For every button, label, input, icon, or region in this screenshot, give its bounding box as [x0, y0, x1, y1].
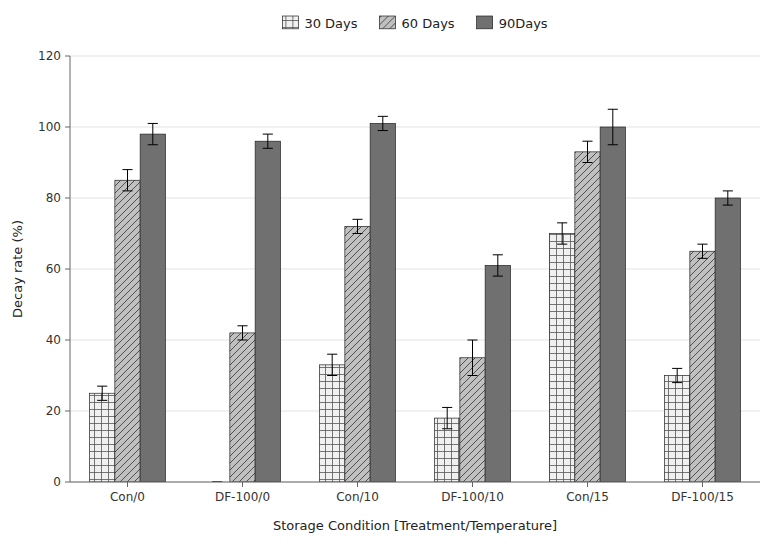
- legend-label: 30 Days: [304, 16, 357, 31]
- y-tick-label: 120: [38, 49, 61, 63]
- error-bar: [263, 134, 273, 148]
- y-tick-label: 0: [53, 475, 61, 489]
- legend-label: 90Days: [499, 16, 548, 31]
- bar: [575, 152, 600, 482]
- y-tick-label: 100: [38, 120, 61, 134]
- x-tick: [357, 482, 358, 487]
- bar: [345, 226, 370, 482]
- grid-line: [70, 269, 760, 270]
- grid-line: [70, 56, 760, 57]
- legend-item: 60 Days: [380, 16, 455, 31]
- y-tick-label: 60: [46, 262, 61, 276]
- error-bar: [493, 255, 503, 276]
- error-bar: [237, 326, 247, 340]
- y-tick: [65, 269, 70, 270]
- bars: [90, 109, 741, 482]
- bar: [715, 198, 740, 482]
- x-tick-label: Con/15: [566, 490, 609, 504]
- legend-swatch: [282, 16, 298, 29]
- error-bar: [148, 123, 158, 144]
- error-bar: [697, 244, 707, 258]
- bar: [115, 180, 140, 482]
- y-axis-label: Decay rate (%): [10, 220, 25, 318]
- x-axis-label: Storage Condition [Treatment/Temperature…: [273, 518, 557, 533]
- x-tick: [472, 482, 473, 487]
- error-bar: [723, 191, 733, 205]
- y-axis-line: [70, 56, 71, 482]
- error-bar: [467, 340, 477, 376]
- legend-label: 60 Days: [402, 16, 455, 31]
- bar: [665, 376, 690, 483]
- bar: [600, 127, 625, 482]
- legend: 30 Days 60 Days 90Days: [282, 16, 547, 31]
- x-tick: [702, 482, 703, 487]
- legend-swatch: [477, 16, 493, 29]
- x-tick-label: DF-100/0: [215, 490, 270, 504]
- error-bar: [442, 407, 452, 428]
- plot: 0 20 40 60 80 100 120 Con/0 DF-100/0 Con/10 DF-100…: [10, 49, 760, 534]
- chart-container: 0 20 40 60 80 100 120 Con/0 DF-100/0 Con/10 DF-100…: [0, 0, 784, 548]
- x-tick-label: DF-100/10: [441, 490, 504, 504]
- bar: [320, 365, 345, 482]
- y-tick: [65, 56, 70, 57]
- bar: [255, 141, 280, 482]
- y-tick: [65, 411, 70, 412]
- grid-line: [70, 127, 760, 128]
- bar: [690, 251, 715, 482]
- y-grid: 0 20 40 60 80 100 120: [38, 49, 760, 489]
- chart-svg: 0 20 40 60 80 100 120 Con/0 DF-100/0 Con/10 DF-100…: [0, 0, 784, 548]
- x-axis-line: [70, 482, 760, 483]
- x-tick-label: Con/10: [336, 490, 379, 504]
- error-bar: [557, 223, 567, 244]
- series: [140, 109, 740, 482]
- error-bar: [582, 141, 592, 162]
- grid-line: [70, 198, 760, 199]
- bar: [370, 123, 395, 482]
- legend-swatch: [380, 16, 396, 29]
- error-bar: [352, 219, 362, 233]
- y-tick-label: 80: [46, 191, 61, 205]
- x-tick: [242, 482, 243, 487]
- y-tick: [65, 482, 70, 483]
- bar: [485, 265, 510, 482]
- y-tick: [65, 127, 70, 128]
- bar: [550, 234, 575, 483]
- y-tick-label: 20: [46, 404, 61, 418]
- y-tick: [65, 198, 70, 199]
- legend-item: 90Days: [477, 16, 548, 31]
- x-tick-label: Con/0: [110, 490, 145, 504]
- grid-line: [70, 482, 760, 483]
- error-bar: [608, 109, 618, 145]
- bar: [230, 333, 255, 482]
- bar: [140, 134, 165, 482]
- error-bar: [327, 354, 337, 375]
- x-tick: [587, 482, 588, 487]
- error-bar: [97, 386, 107, 400]
- error-bar: [122, 170, 132, 191]
- grid-line: [70, 340, 760, 341]
- bar: [460, 358, 485, 482]
- y-tick-label: 40: [46, 333, 61, 347]
- grid-line: [70, 411, 760, 412]
- x-tick: [127, 482, 128, 487]
- error-bar: [378, 116, 388, 130]
- error-bar: [672, 368, 682, 382]
- x-tick-label: DF-100/15: [671, 490, 734, 504]
- legend-item: 30 Days: [282, 16, 357, 31]
- bar: [90, 393, 115, 482]
- y-tick: [65, 340, 70, 341]
